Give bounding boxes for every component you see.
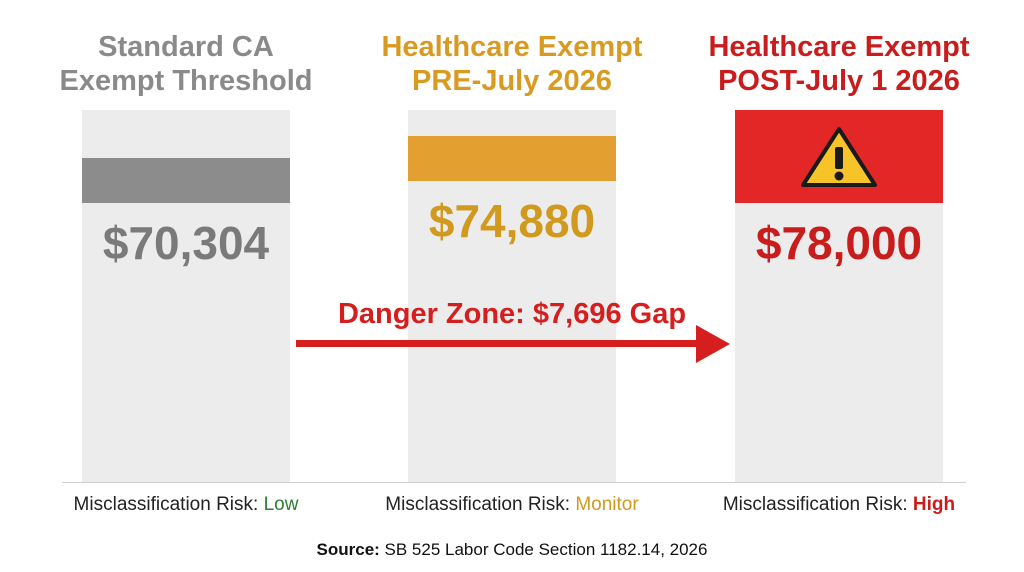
source-text: SB 525 Labor Code Section 1182.14, 2026 xyxy=(379,540,708,559)
risk-label-text: Misclassification Risk: xyxy=(385,494,576,515)
column-title-line1: Standard CA xyxy=(98,31,274,63)
risk-label: Misclassification Risk: High xyxy=(675,494,1003,516)
value-label: $78,000 xyxy=(755,217,923,269)
risk-level: High xyxy=(912,494,956,515)
value-label: $74,880 xyxy=(428,195,596,247)
value-label: $70,304 xyxy=(102,217,270,269)
risk-level: Monitor xyxy=(575,494,639,515)
risk-label-text: Misclassification Risk: xyxy=(722,494,913,515)
risk-level: Low xyxy=(263,494,299,515)
column-title: Healthcare Exempt PRE-July 2026 xyxy=(368,30,656,98)
source-label: Source: xyxy=(316,540,380,559)
bar-value-band xyxy=(735,110,943,203)
warning-icon xyxy=(801,127,877,187)
column-title: Healthcare Exempt POST-July 1 2026 xyxy=(695,30,983,98)
column-title-line2: Exempt Threshold xyxy=(59,65,313,97)
column-title-line2: PRE-July 2026 xyxy=(412,65,612,97)
risk-label: Misclassification Risk: Monitor xyxy=(348,494,676,516)
column-title: Standard CA Exempt Threshold xyxy=(42,30,330,98)
bar-value-band xyxy=(408,136,616,181)
danger-zone-label: Danger Zone: $7,696 Gap xyxy=(337,298,687,330)
column-title-line1: Healthcare Exempt xyxy=(708,31,970,63)
column-title-line2: POST-July 1 2026 xyxy=(718,65,960,97)
risk-label: Misclassification Risk: Low xyxy=(22,494,350,516)
bar-value-band xyxy=(82,158,290,203)
baseline xyxy=(62,482,966,483)
source-note: Source: SB 525 Labor Code Section 1182.1… xyxy=(0,540,1024,560)
column-title-line1: Healthcare Exempt xyxy=(381,31,643,63)
risk-label-text: Misclassification Risk: xyxy=(73,494,264,515)
